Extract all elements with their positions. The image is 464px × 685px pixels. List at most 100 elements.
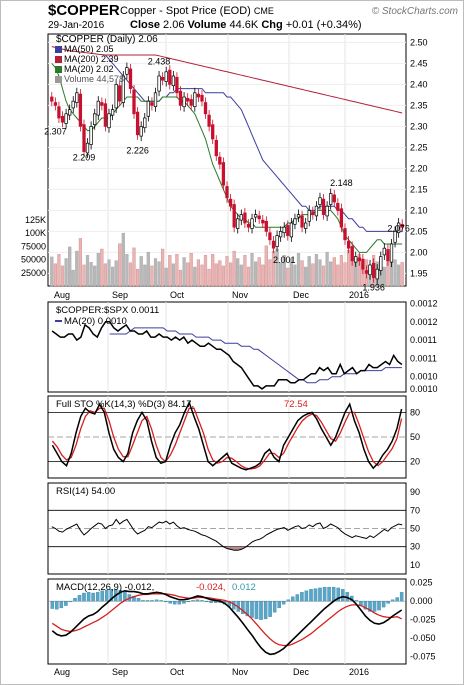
month-label: Aug bbox=[54, 290, 70, 300]
volume-bar bbox=[186, 262, 190, 287]
volume-bar bbox=[332, 257, 336, 287]
price-tick-label: 2.40 bbox=[410, 79, 428, 89]
ratio-ma-legend-label: MA(20) 0.0010 bbox=[64, 316, 127, 327]
macd-tick-label: 0.025 bbox=[410, 578, 433, 588]
macd-histogram-bar bbox=[309, 589, 313, 602]
candle-body bbox=[236, 218, 240, 229]
candle-body bbox=[193, 92, 197, 108]
macd-histogram-bar bbox=[213, 601, 218, 603]
volume-bar bbox=[325, 251, 329, 287]
macd-line bbox=[51, 589, 403, 656]
macd-histogram-bar bbox=[168, 601, 173, 604]
volume-bar bbox=[182, 257, 186, 287]
quote-stats: Close 2.06 Volume 44.6K Chg +0.01 (+0.34… bbox=[130, 19, 362, 31]
candle-body bbox=[221, 162, 226, 186]
month-label-bottom: Sep bbox=[112, 667, 128, 677]
candle-body bbox=[60, 115, 65, 123]
candle-body bbox=[246, 223, 251, 228]
macd-histogram-bar bbox=[286, 599, 291, 602]
volume-bar bbox=[82, 264, 86, 287]
macd-histogram-bar bbox=[377, 601, 381, 611]
ma200-line bbox=[51, 46, 403, 114]
volume-bar bbox=[393, 259, 397, 287]
candle-body bbox=[96, 100, 100, 116]
macd-histogram-bar bbox=[372, 601, 377, 612]
macd-histogram-bar bbox=[259, 601, 263, 620]
stochastic-tick-label: 50 bbox=[410, 432, 420, 442]
volume-bar bbox=[107, 259, 111, 287]
candle-body bbox=[143, 117, 147, 129]
ratio-tick-label: 0.0011 bbox=[410, 353, 437, 363]
macd-tick-label: -0.075 bbox=[410, 652, 436, 662]
macd-tick-label: 0.000 bbox=[410, 596, 433, 606]
rsi-legend-label: RSI(14) 54.00 bbox=[56, 486, 115, 497]
volume-bar bbox=[286, 267, 290, 287]
ratio-tick-label: 0.0011 bbox=[410, 335, 437, 345]
month-label-bottom: Dec bbox=[293, 667, 310, 677]
macd-histogram-bar bbox=[268, 601, 272, 617]
macd-histogram-bar bbox=[109, 589, 114, 602]
macd-histogram-bar bbox=[300, 592, 304, 602]
candle-body bbox=[200, 94, 204, 102]
volume-bar bbox=[307, 256, 311, 287]
volume-bar bbox=[211, 254, 215, 287]
volume-bar bbox=[160, 248, 165, 287]
volume-bar bbox=[314, 254, 318, 287]
volume-bar bbox=[146, 251, 150, 287]
candle-body bbox=[321, 198, 326, 215]
volume-tick-label: 50000 bbox=[21, 255, 46, 265]
candle-body bbox=[186, 97, 190, 102]
candle-body bbox=[89, 126, 93, 145]
candle-body bbox=[239, 214, 243, 221]
candle-body bbox=[336, 202, 340, 211]
macd-histogram-bar bbox=[277, 601, 281, 609]
macd-histogram-bar bbox=[182, 601, 186, 604]
candle-body bbox=[168, 69, 172, 85]
macd-histogram-bar bbox=[272, 601, 277, 613]
macd-histogram-bar bbox=[91, 592, 95, 602]
ratio-tick-label: 0.0010 bbox=[410, 372, 438, 382]
stochastic-legend-label: Full STO %K(14,3) %D(3) 84.17, bbox=[56, 399, 194, 410]
volume-tick-label: 125K bbox=[25, 215, 46, 225]
candle-body bbox=[389, 243, 394, 263]
rsi-tick-label: 90 bbox=[410, 487, 420, 497]
volume-bar bbox=[64, 258, 68, 287]
ratio-legend-label: $COPPER:$SPX 0.0011 bbox=[56, 305, 159, 316]
price-annotation: 2.148 bbox=[330, 178, 353, 188]
candle-body bbox=[354, 256, 358, 263]
chart-header: $COPPER Copper - Spot Price (EOD) CME © … bbox=[48, 2, 458, 32]
macd-histogram-bar bbox=[100, 590, 104, 602]
volume-bar bbox=[296, 252, 301, 287]
ratio-tick-label: 0.0012 bbox=[410, 317, 438, 327]
candle-body bbox=[207, 114, 211, 127]
candle-body bbox=[203, 102, 208, 115]
month-label: Oct bbox=[170, 290, 185, 300]
candle-body bbox=[100, 102, 104, 106]
volume-bar bbox=[239, 264, 243, 287]
volume-bar bbox=[75, 250, 79, 287]
price-annotation: 2.209 bbox=[73, 153, 96, 163]
macd-histogram-bar bbox=[327, 586, 331, 602]
ratio-ma-line bbox=[109, 327, 402, 384]
price-tick-label: 1.95 bbox=[410, 268, 428, 278]
candle-body bbox=[364, 270, 369, 274]
macd-histogram-bar bbox=[82, 592, 86, 602]
volume-bar bbox=[318, 259, 322, 287]
macd-histogram-bar bbox=[118, 589, 123, 602]
macd-histogram-bar bbox=[254, 601, 259, 620]
macd-histogram-bar bbox=[159, 600, 163, 602]
quote-date: 29-Jan-2016 bbox=[48, 20, 105, 31]
volume-bar bbox=[293, 264, 297, 287]
volume-bar bbox=[250, 252, 254, 287]
rsi-tick-label: 50 bbox=[410, 524, 420, 534]
macd-histogram-bar bbox=[245, 601, 250, 617]
candle-body bbox=[125, 67, 129, 75]
ratio-tick-label: 0.0012 bbox=[410, 299, 438, 309]
macd-histogram-bar bbox=[177, 601, 182, 605]
month-label-bottom: Nov bbox=[232, 667, 249, 677]
volume-bar bbox=[282, 255, 286, 287]
volume-bar bbox=[382, 266, 386, 287]
volume-tick-label: 75000 bbox=[21, 241, 46, 251]
volume-bar bbox=[89, 262, 93, 287]
